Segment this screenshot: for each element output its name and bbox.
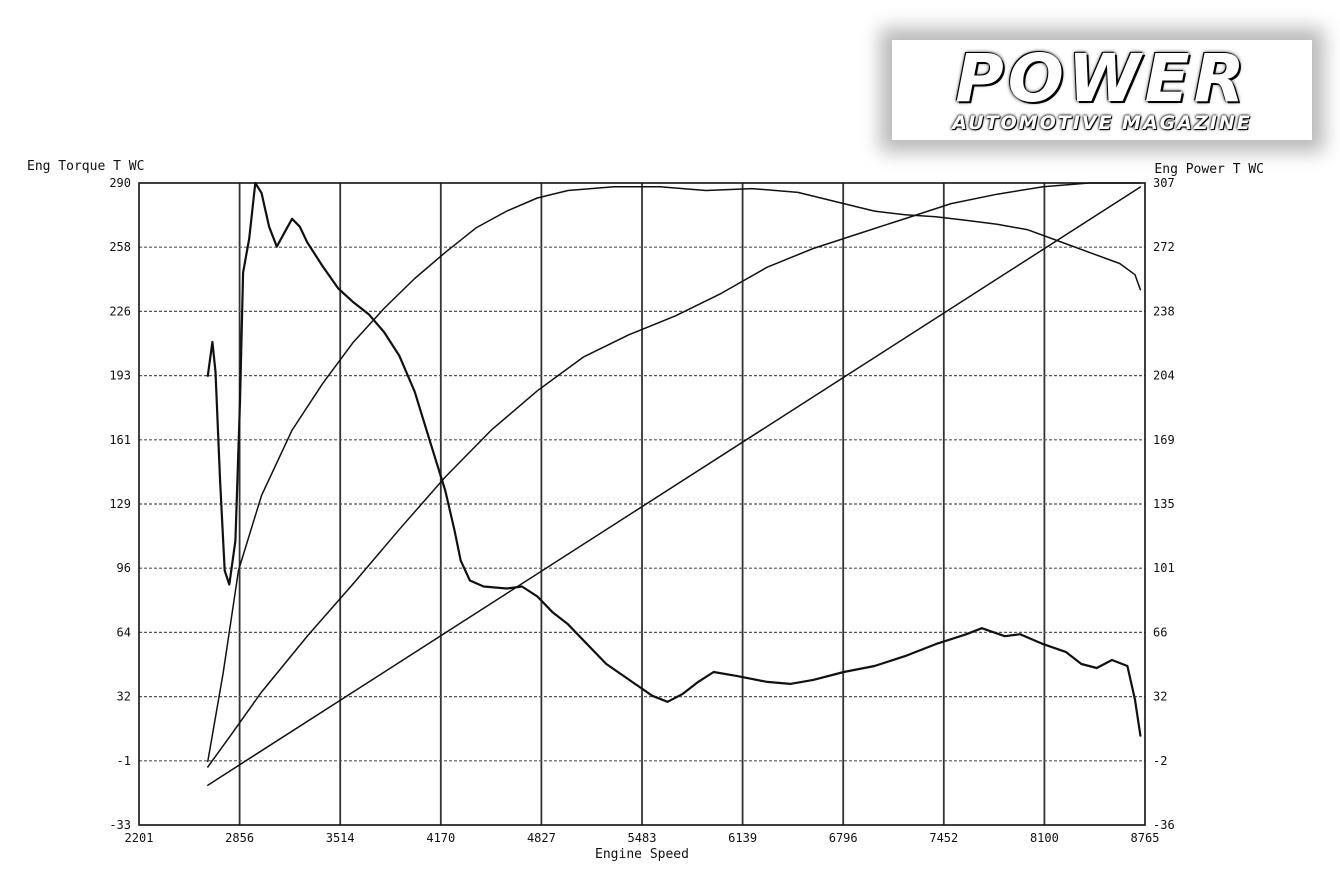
logo-main-text: POWER — [955, 40, 1249, 117]
logo-sub-text: AUTOMOTIVE MAGAZINE — [952, 112, 1252, 134]
x-tick-label: 4170 — [426, 831, 455, 845]
tick-labels: 2201 2856 3514 4170 4827 5483 6139 6796 7452 8100… — [109, 176, 1174, 845]
plot-frame — [138, 182, 1146, 826]
y2-tick-label: 135 — [1153, 497, 1175, 511]
y2-tick-label: 307 — [1153, 176, 1175, 190]
y-tick-label: 32 — [117, 690, 131, 704]
series-line-4 — [207, 186, 1142, 786]
series-line-2 — [207, 185, 1142, 763]
x-tick-label: 2856 — [225, 831, 254, 845]
y-tick-label: 64 — [117, 625, 131, 639]
y2-tick-label: -36 — [1153, 818, 1175, 832]
y2-tick-label: 204 — [1153, 369, 1175, 383]
x-tick-label: 3514 — [326, 831, 355, 845]
x-axis-title: Engine Speed — [595, 847, 689, 862]
power-logo: POWER AUTOMOTIVE MAGAZINE — [892, 40, 1312, 140]
y-tick-label: 258 — [109, 240, 131, 254]
y2-tick-label: -2 — [1153, 754, 1167, 768]
y2-tick-label: 32 — [1153, 690, 1167, 704]
y-tick-label: 193 — [109, 369, 131, 383]
x-tick-label: 7452 — [929, 831, 958, 845]
y2-tick-label: 101 — [1153, 561, 1175, 575]
y-tick-label: 96 — [117, 561, 131, 575]
y2-axis-title: Eng Power T WC — [1154, 162, 1264, 177]
chart-grid — [139, 183, 1145, 825]
x-tick-label: 2201 — [125, 831, 154, 845]
y-tick-label: -1 — [117, 754, 131, 768]
x-tick-label: 4827 — [527, 831, 556, 845]
y2-tick-label: 238 — [1153, 304, 1175, 318]
x-tick-label: 5483 — [628, 831, 657, 845]
y-tick-label: 129 — [109, 497, 131, 511]
x-tick-label: 8100 — [1030, 831, 1059, 845]
series-line-1 — [206, 181, 1142, 737]
series-line-3 — [207, 182, 1142, 768]
series-layer — [206, 181, 1142, 786]
y2-tick-label: 272 — [1153, 240, 1175, 254]
y-axis-title: Eng Torque T WC — [27, 159, 144, 174]
y2-tick-label: 169 — [1153, 433, 1175, 447]
x-tick-label: 6796 — [829, 831, 858, 845]
y-tick-label: 161 — [109, 433, 131, 447]
y-tick-label: -33 — [109, 818, 131, 832]
x-tick-label: 8765 — [1131, 831, 1160, 845]
y-tick-label: 290 — [109, 176, 131, 190]
x-tick-label: 6139 — [728, 831, 757, 845]
y2-tick-label: 66 — [1153, 625, 1167, 639]
y-tick-label: 226 — [109, 304, 131, 318]
